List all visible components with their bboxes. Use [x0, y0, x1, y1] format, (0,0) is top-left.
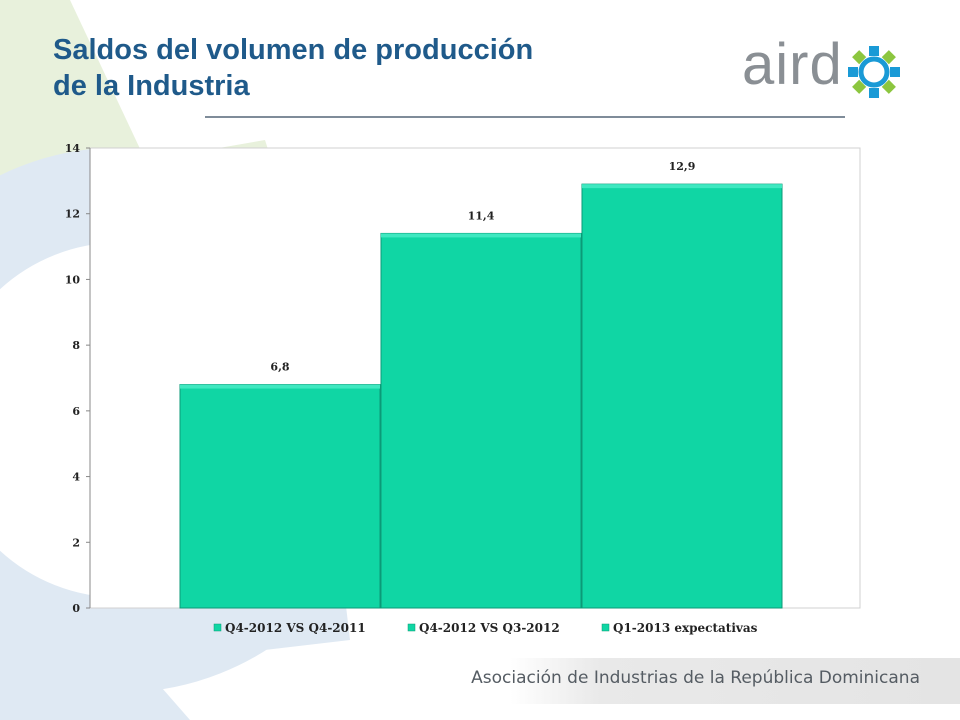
data-label: 12,9: [669, 160, 696, 173]
bar: [581, 183, 783, 609]
slide-title-line1: Saldos del volumen de producción: [53, 34, 534, 66]
legend: Q4-2012 VS Q4-2011 Q4-2012 VS Q3-2012 Q1-2…: [213, 621, 758, 635]
y-tick-label: 0: [72, 602, 80, 615]
bars: [179, 183, 783, 609]
y-tick-label: 4: [72, 471, 80, 484]
data-labels: 6,8 11,4 12,9: [270, 160, 695, 373]
bar-top-highlight: [180, 384, 380, 389]
bar-top-highlight: [582, 184, 782, 189]
y-axis-ticks: 0 2 4 6 8 10 12 14: [65, 142, 90, 615]
y-tick-label: 8: [72, 339, 80, 352]
y-tick-label: 12: [65, 208, 80, 221]
slide-title-line2: de la Industria: [53, 70, 250, 102]
y-tick-label: 2: [72, 536, 80, 549]
aird-logo: aird: [742, 32, 912, 106]
y-tick-label: 10: [65, 273, 81, 286]
bar: [380, 232, 582, 609]
legend-swatch: [601, 623, 610, 632]
data-label: 11,4: [468, 209, 495, 222]
bar-top-highlight: [381, 233, 581, 238]
data-label: 6,8: [270, 361, 289, 374]
legend-entry: Q1-2013 expectativas: [613, 621, 758, 635]
legend-swatch: [213, 623, 222, 632]
y-tick-label: 6: [72, 405, 80, 418]
bar: [179, 384, 381, 609]
footer-band: [510, 658, 960, 704]
legend-entry: Q4-2012 VS Q3-2012: [419, 621, 560, 635]
logo-text: aird: [742, 32, 843, 97]
y-tick-label: 14: [65, 142, 81, 155]
gear-icon: [848, 46, 900, 98]
slide-title: Saldos del volumen de producción de la I…: [53, 32, 533, 104]
footer-organization-name: Asociación de Industrias de la República…: [471, 668, 920, 688]
title-divider: [205, 116, 845, 118]
legend-entry: Q4-2012 VS Q4-2011: [225, 621, 366, 635]
legend-swatch: [407, 623, 416, 632]
